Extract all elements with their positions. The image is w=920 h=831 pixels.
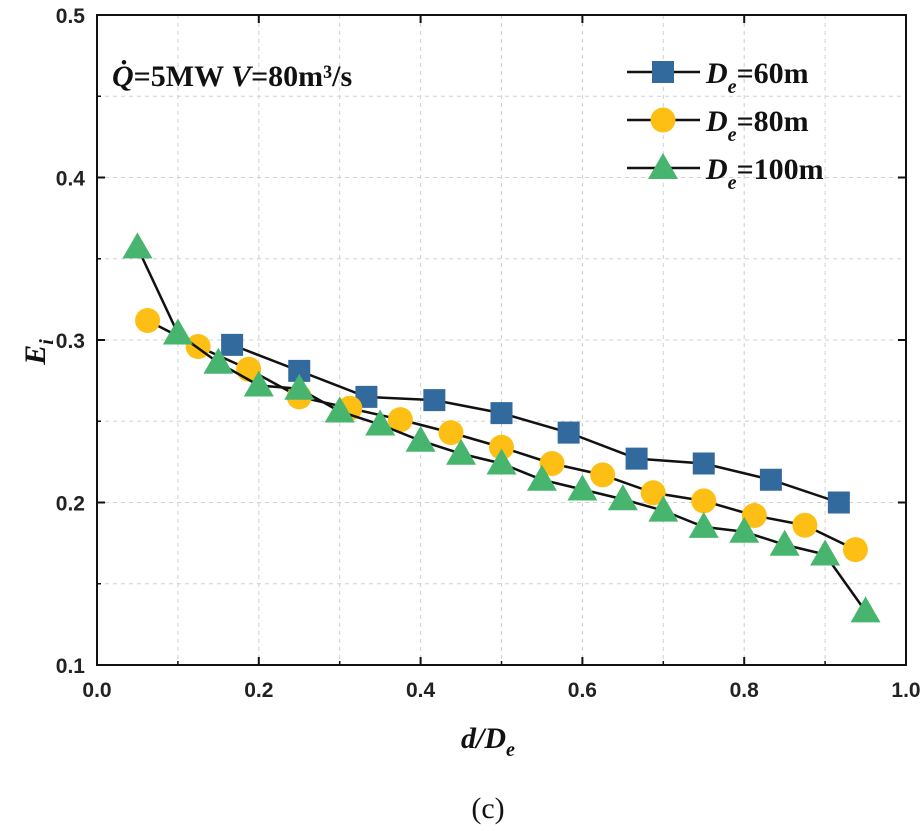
data-point: [135, 308, 161, 333]
data-point: [284, 373, 315, 400]
data-point: [162, 318, 193, 345]
y-tick-label: 0.3: [56, 330, 85, 353]
data-point: [438, 420, 464, 446]
data-point: [792, 512, 818, 538]
data-point: [288, 359, 311, 382]
data-point: [827, 491, 850, 514]
data-point: [526, 464, 557, 491]
legend-label-main: D: [705, 105, 728, 138]
legend-label-sub: e: [728, 172, 737, 194]
y-tick-label: 0.1: [56, 655, 86, 678]
legend-item: De=100m: [627, 153, 824, 194]
x-axis-label: d/De: [461, 722, 515, 761]
grid: [97, 15, 906, 665]
x-tick-label: 1.0: [891, 679, 920, 702]
data-point: [557, 421, 580, 444]
data-point: [607, 484, 638, 511]
data-point: [490, 402, 513, 425]
legend-label: De=60m: [705, 57, 809, 98]
legend-label-sub: e: [728, 124, 737, 146]
legend-label-sub: e: [728, 76, 737, 98]
data-point: [692, 452, 715, 475]
data-point: [355, 385, 378, 408]
x-tick-label: 0.4: [406, 679, 436, 702]
legend-marker: [650, 107, 676, 133]
data-point: [590, 462, 616, 488]
legend-label: De=80m: [705, 105, 809, 146]
data-point: [486, 448, 517, 475]
series-line: [231, 343, 840, 504]
data-point: [203, 347, 234, 374]
data-point: [842, 537, 868, 563]
data-point: [387, 407, 413, 433]
legend-label-rest: =100m: [737, 153, 824, 186]
data-point: [640, 480, 666, 506]
y-axis-label: Ei: [19, 339, 58, 366]
data-point: [221, 333, 244, 356]
data-point: [446, 438, 477, 465]
data-point: [688, 511, 719, 538]
data-point: [122, 232, 153, 259]
legend-item: De=60m: [627, 57, 809, 98]
series-square: [221, 333, 850, 514]
series-triangle: [122, 232, 881, 623]
figure-caption: (c): [471, 792, 504, 825]
data-point: [243, 370, 274, 397]
series-line: [136, 246, 867, 613]
legend-label-rest: =60m: [737, 57, 809, 90]
data-point: [741, 503, 767, 528]
data-point: [729, 516, 760, 543]
x-tick-label: 0.8: [730, 679, 760, 702]
axes: 0.0 0.2 0.4 0.6 0.8 1.0 0.1 0.2 0.3 0.4 0.5: [56, 5, 920, 702]
y-tick-label: 0.4: [56, 168, 86, 191]
legend-label-main: D: [705, 57, 728, 90]
data-point: [365, 409, 396, 436]
annotation: Q̇=5MW V=80m³/s: [112, 60, 352, 93]
legend-item: De=80m: [627, 105, 809, 146]
legend-label-main: D: [705, 153, 728, 186]
data-point: [625, 447, 648, 470]
data-point: [567, 474, 598, 501]
series-layer: [122, 232, 881, 623]
data-point: [691, 488, 717, 514]
x-tick-label: 0.6: [568, 679, 597, 702]
legend-marker: [648, 153, 678, 179]
legend-marker: [652, 61, 674, 83]
data-point: [850, 596, 881, 623]
data-point: [810, 539, 841, 566]
data-point: [759, 468, 782, 491]
data-point: [423, 389, 446, 412]
x-tick-label: 0.0: [82, 679, 111, 702]
legend-label: De=100m: [705, 153, 824, 194]
data-point: [648, 495, 679, 522]
data-point: [324, 396, 355, 423]
data-point: [769, 529, 800, 556]
data-point: [489, 434, 514, 460]
x-tick-label: 0.2: [244, 679, 273, 702]
data-point: [539, 451, 565, 476]
y-tick-label: 0.2: [56, 493, 85, 516]
y-tick-label: 0.5: [56, 5, 86, 28]
legend-label-rest: =80m: [737, 105, 809, 138]
data-point: [405, 425, 436, 452]
